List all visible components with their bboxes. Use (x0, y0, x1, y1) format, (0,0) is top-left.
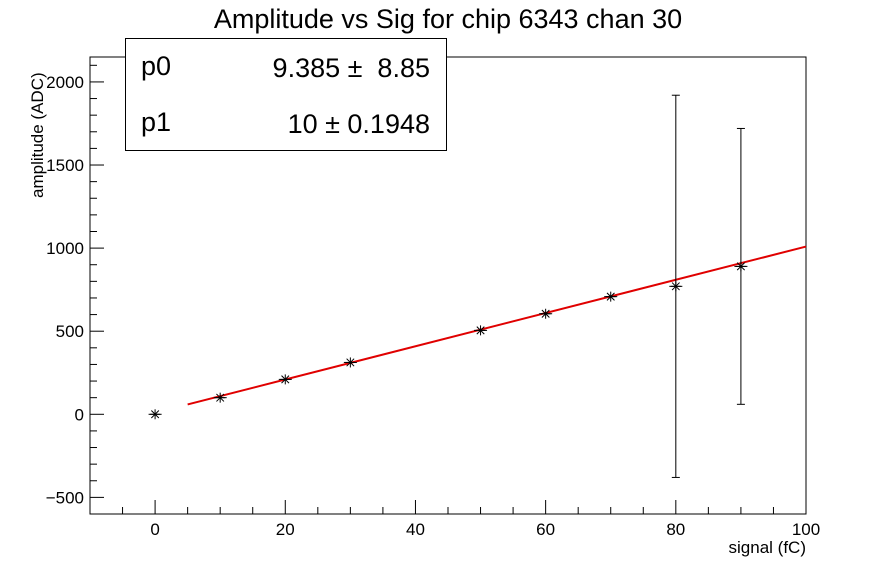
marker-stroke (606, 292, 615, 301)
marker-stroke (476, 326, 485, 335)
marker-stroke (736, 262, 746, 271)
x-tick-label: 40 (406, 520, 425, 539)
marker-stroke (281, 375, 290, 384)
data-point (734, 127, 748, 405)
x-tick-label: 20 (276, 520, 295, 539)
chart-title: Amplitude vs Sig for chip 6343 chan 30 (213, 4, 683, 34)
x-axis-label: signal (fC) (728, 538, 806, 557)
y-tick-label: 1000 (46, 239, 84, 258)
y-tick-label: 0 (75, 405, 84, 424)
y-tick-label: 1500 (46, 156, 84, 175)
data-point (474, 325, 488, 336)
stats-param-value: 10 ± 0.1948 (287, 109, 430, 139)
data-point (539, 308, 553, 319)
data-point (604, 291, 618, 302)
marker-stroke (671, 282, 680, 291)
fit-line (187, 245, 807, 406)
x-tick-label: 60 (536, 520, 555, 539)
fit-stats-box: p0 9.385 ± 8.85 p1 10 ± 0.1948 (125, 38, 447, 151)
x-tick-label: 80 (666, 520, 685, 539)
marker-stroke (150, 410, 160, 419)
stats-row-p1: p1 10 ± 0.1948 (126, 95, 446, 151)
y-tick-label: 2000 (46, 73, 84, 92)
x-tick-label: 100 (792, 520, 820, 539)
marker-stroke (541, 309, 550, 318)
marker-stroke (346, 358, 355, 367)
data-point (213, 392, 227, 403)
data-point (343, 357, 357, 368)
stats-param-value: 9.385 ± 8.85 (272, 53, 430, 83)
data-point (669, 94, 683, 478)
y-axis-label: amplitude (ADC) (28, 72, 47, 198)
x-tick-label: 0 (150, 520, 159, 539)
y-tick-label: 500 (56, 322, 84, 341)
stats-row-p0: p0 9.385 ± 8.85 (126, 39, 446, 95)
stats-param-name: p1 (141, 107, 172, 137)
data-point (278, 374, 292, 385)
y-tick-label: −500 (46, 488, 84, 507)
data-point (148, 409, 162, 420)
marker-stroke (216, 393, 225, 402)
stats-param-name: p0 (141, 51, 172, 81)
